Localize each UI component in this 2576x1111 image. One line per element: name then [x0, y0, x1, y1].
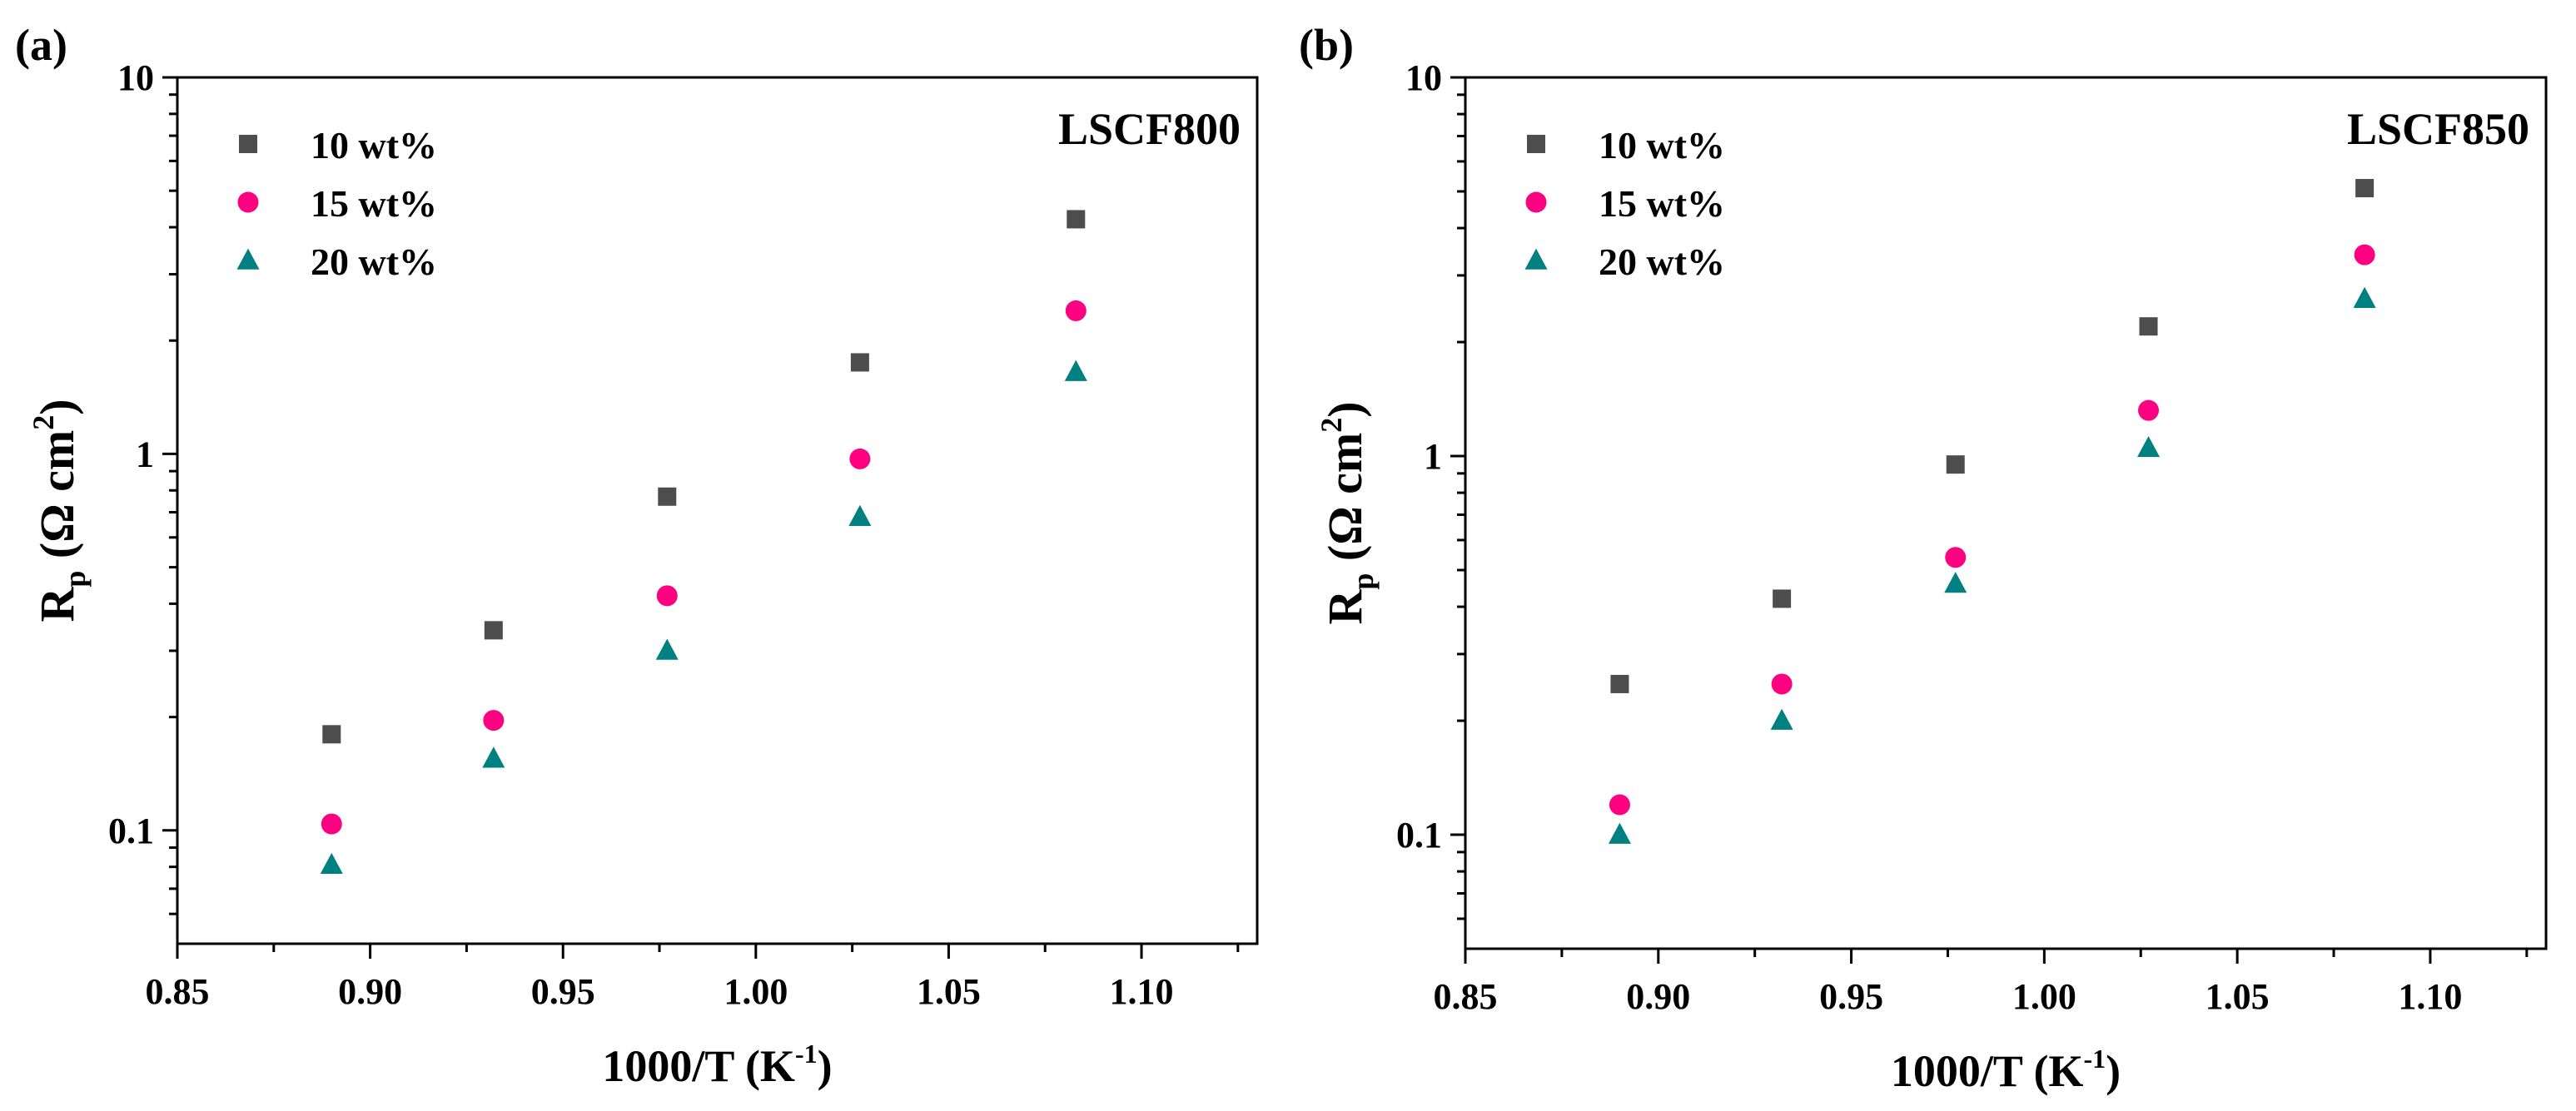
- panel-label: (a): [15, 20, 67, 70]
- legend-label: 15 wt%: [311, 182, 437, 225]
- data-point-triangle: [320, 852, 343, 875]
- y-axis-label-main: R: [30, 587, 84, 622]
- y-axis-label-sub: p: [58, 571, 92, 588]
- panel-b: 0.85 0.90 0.95 1.00 1.05 1.10 0.1 1 10 (b) LSCF850…: [1299, 20, 2548, 1096]
- data-point-square: [2139, 317, 2158, 336]
- x-tick-label: 1.10: [1110, 971, 1174, 1012]
- y-axis-label: Rp (Ω cm2): [1315, 401, 1380, 624]
- legend-marker-triangle: [236, 248, 260, 270]
- y-axis-label-sub: p: [1346, 573, 1380, 590]
- data-point-square: [484, 621, 503, 640]
- data-point-circle: [1771, 673, 1793, 695]
- panel-label: (b): [1299, 20, 1354, 70]
- data-point-square: [850, 353, 869, 372]
- y-tick-label: 0.1: [108, 811, 154, 851]
- data-point-triangle: [482, 746, 505, 768]
- x-tick-label: 0.85: [1434, 976, 1498, 1017]
- x-axis-label-end: ): [2106, 1046, 2121, 1096]
- data-point-circle: [1945, 547, 1967, 568]
- x-tick-label: 1.05: [917, 971, 981, 1012]
- legend-marker-triangle: [1524, 248, 1548, 270]
- legend-label: 20 wt%: [311, 241, 437, 283]
- data-point-square: [1773, 589, 1792, 608]
- y-tick-label: 10: [1405, 57, 1442, 98]
- y-tick-label: 10: [117, 57, 154, 98]
- x-axis-label: 1000/T (K-1): [1891, 1044, 2121, 1096]
- data-point-triangle: [1064, 360, 1087, 381]
- panel-a: 0.85 0.90 0.95 1.00 1.05 1.10 0.1 1 10 (a) LSCF800…: [15, 20, 1259, 1091]
- data-point-circle: [1609, 794, 1630, 816]
- data-point-triangle: [1608, 822, 1631, 844]
- legend-label: 10 wt%: [311, 124, 437, 166]
- plot-frame: [176, 76, 1259, 945]
- y-tick-label: 1: [136, 434, 154, 474]
- x-tick-label: 1.10: [2398, 976, 2462, 1017]
- y-tick-label: 1: [1424, 436, 1442, 477]
- data-point-triangle: [2353, 286, 2376, 308]
- y-axis-label-unit: (Ω cm: [1318, 433, 1372, 573]
- data-point-triangle: [655, 638, 679, 660]
- legend-marker-circle: [237, 191, 259, 213]
- legend-label: 10 wt%: [1599, 124, 1725, 166]
- data-point-circle: [849, 448, 871, 469]
- data-point-triangle: [1944, 572, 1967, 593]
- y-axis-label-main: R: [1318, 589, 1372, 625]
- x-tick-label: 1.00: [2012, 976, 2076, 1017]
- data-point-circle: [656, 585, 678, 607]
- x-axis-label: 1000/T (K-1): [602, 1039, 832, 1091]
- x-axis-label-text: 1000/T (K: [1891, 1046, 2084, 1096]
- y-axis-label-unit: (Ω cm: [30, 430, 84, 571]
- x-tick-label: 0.95: [1819, 976, 1883, 1017]
- x-axis-label-end: ): [818, 1041, 833, 1091]
- data-point-square: [322, 725, 341, 744]
- y-axis-label-sup: 2: [27, 415, 60, 430]
- x-tick-label: 0.90: [1626, 976, 1690, 1017]
- legend-marker-square: [239, 135, 257, 153]
- y-tick-label: 0.1: [1396, 815, 1442, 856]
- data-point-triangle: [1770, 708, 1793, 730]
- data-point-circle: [1065, 300, 1087, 321]
- legend-marker-square: [1527, 135, 1545, 153]
- y-axis-label: Rp (Ω cm2): [27, 399, 92, 622]
- plot-frame: [1464, 76, 2548, 950]
- chart-title: LSCF850: [2347, 104, 2529, 154]
- data-point-circle: [321, 813, 342, 835]
- legend-label: 15 wt%: [1599, 182, 1725, 225]
- data-point-square: [1610, 674, 1629, 693]
- data-point-circle: [2354, 244, 2375, 265]
- data-point-triangle: [848, 504, 872, 526]
- x-tick-label: 0.85: [146, 971, 210, 1012]
- x-tick-label: 1.00: [724, 971, 788, 1012]
- data-point-triangle: [2137, 435, 2161, 458]
- data-point-circle: [483, 710, 505, 732]
- x-axis-label-text: 1000/T (K: [602, 1041, 795, 1091]
- legend-marker-circle: [1525, 191, 1547, 213]
- x-tick-label: 0.90: [338, 971, 402, 1012]
- y-axis-label-end: ): [30, 399, 84, 414]
- x-axis-label-sup: -1: [2083, 1044, 2106, 1074]
- data-point-square: [2355, 179, 2375, 198]
- legend-label: 20 wt%: [1599, 241, 1725, 283]
- x-tick-label: 1.05: [2206, 976, 2270, 1017]
- x-axis-label-sup: -1: [795, 1039, 818, 1069]
- y-axis-label-end: ): [1318, 401, 1372, 417]
- chart-title: LSCF800: [1058, 104, 1241, 154]
- data-point-square: [658, 487, 677, 506]
- x-tick-label: 0.95: [531, 971, 595, 1012]
- data-point-square: [1067, 210, 1086, 229]
- y-axis-label-sup: 2: [1315, 418, 1348, 433]
- data-point-square: [1946, 455, 1965, 474]
- data-point-circle: [2138, 399, 2160, 421]
